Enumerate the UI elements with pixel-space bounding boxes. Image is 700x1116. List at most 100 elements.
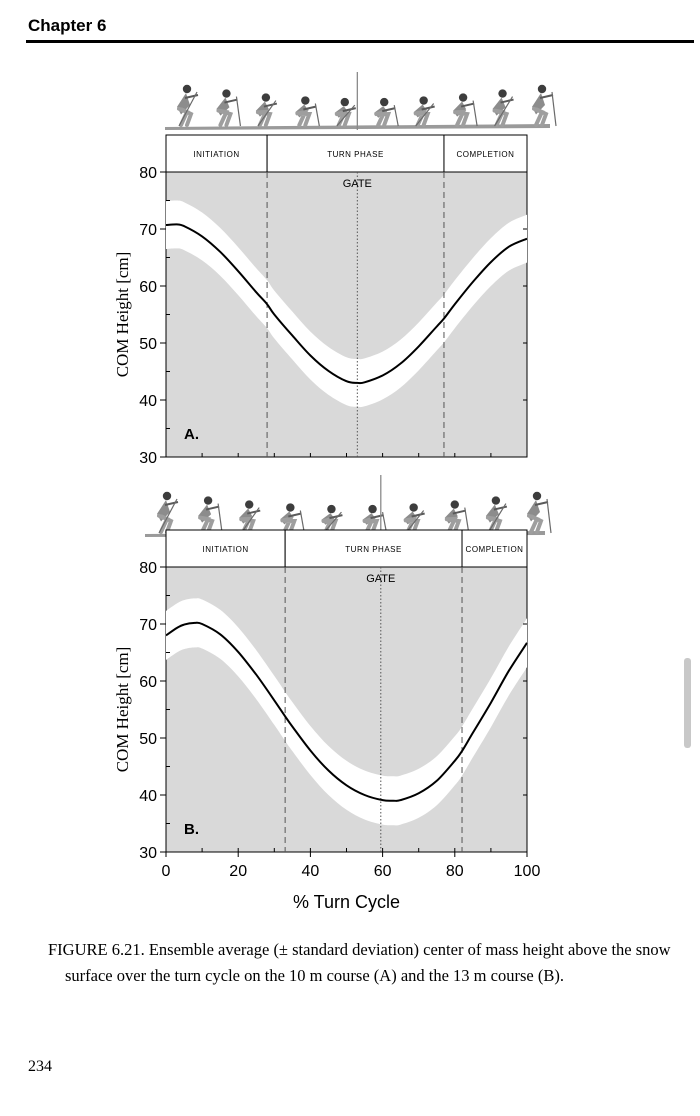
skier-head: [368, 504, 377, 514]
chapter-header: Chapter 6: [28, 16, 107, 35]
skier-legs: [295, 109, 313, 127]
skier-head: [222, 89, 231, 98]
skier-head: [491, 496, 501, 505]
skier-arm: [303, 105, 317, 111]
y-tick-label: 30: [139, 845, 157, 862]
skier-head: [498, 89, 507, 98]
y-tick-label: 60: [139, 279, 157, 296]
mean-line: [165, 223, 528, 385]
x-tick-label: 80: [446, 863, 464, 880]
skier-arm: [205, 505, 220, 511]
y-tick-label: 60: [139, 674, 157, 691]
ski-pole: [336, 104, 356, 127]
skier-arm: [342, 107, 357, 113]
ski-pole: [472, 100, 478, 127]
phase-box: [284, 529, 463, 568]
skier-legs: [532, 106, 549, 127]
skier-legs: [216, 108, 234, 127]
y-tick-label: 40: [139, 788, 157, 805]
skier-head: [286, 503, 295, 512]
phase-label: COMPLETION: [457, 150, 515, 159]
skier-arm: [164, 501, 179, 506]
y-tick-label: 70: [139, 617, 157, 634]
skier-head: [532, 491, 542, 501]
skier-arm: [452, 509, 467, 515]
skier-arm: [246, 509, 261, 515]
x-axis-label: % Turn Cycle: [293, 892, 400, 912]
skier-legs: [198, 515, 215, 534]
skier-arm: [493, 505, 508, 511]
figure-caption: FIGURE 6.21. Ensemble average (± standar…: [48, 940, 671, 985]
skier-legs: [280, 516, 298, 534]
panel-label: A.: [184, 426, 199, 443]
ski-pole: [299, 510, 305, 534]
sd-band: [166, 598, 527, 826]
ski-pole: [314, 103, 320, 127]
skier-head: [380, 97, 389, 107]
panel-label: B.: [184, 821, 199, 838]
x-tick-label: 0: [162, 863, 171, 880]
skier-arm: [263, 102, 278, 108]
ski-pole: [487, 503, 507, 534]
skier-arm: [184, 94, 199, 99]
skier-head: [409, 503, 418, 512]
skier-head: [327, 504, 336, 514]
y-tick-label: 80: [139, 165, 157, 182]
skier-head: [419, 96, 428, 105]
skier-head: [245, 500, 254, 509]
plot-area: [165, 171, 528, 458]
phase-box: [461, 529, 528, 568]
y-axis-label: COM Height [cm]: [113, 252, 132, 378]
skier-legs: [453, 109, 470, 127]
phase-label: TURN PHASE: [327, 150, 384, 159]
y-tick-label: 30: [139, 450, 157, 467]
y-tick-label: 40: [139, 393, 157, 410]
header-rule: [26, 40, 694, 43]
skier-legs: [374, 109, 392, 127]
gate-label: GATE: [343, 178, 372, 190]
ski-pole: [158, 498, 178, 534]
phase-label: TURN PHASE: [345, 545, 402, 554]
y-tick-label: 50: [139, 731, 157, 748]
skier-head: [182, 84, 192, 94]
y-tick-label: 50: [139, 336, 157, 353]
skier-legs: [444, 516, 462, 534]
ski-pole: [494, 96, 514, 127]
skier-arm: [500, 98, 514, 104]
skier-arm: [460, 102, 475, 108]
y-tick-label: 70: [139, 222, 157, 239]
skier-arm: [329, 514, 343, 520]
skier-head: [203, 496, 213, 505]
skier-arm: [381, 107, 396, 113]
skier-arm: [411, 512, 425, 518]
skier-head: [340, 97, 349, 107]
phase-box: [165, 134, 268, 173]
skier-arm: [224, 98, 238, 104]
ski-pole: [178, 91, 198, 127]
x-tick-label: 20: [229, 863, 247, 880]
ski-pole: [240, 507, 260, 534]
phase-box: [266, 134, 445, 173]
skier-head: [458, 93, 468, 102]
skier-head: [450, 500, 459, 509]
ski-pole: [464, 507, 470, 534]
ski-pole: [217, 503, 223, 534]
y-axis-label: COM Height [cm]: [113, 647, 132, 773]
ski-pole: [235, 96, 242, 127]
x-tick-label: 100: [514, 863, 541, 880]
skier-head: [537, 84, 547, 94]
skier-head: [301, 96, 310, 105]
gate-label: GATE: [366, 573, 395, 585]
skier-legs: [362, 516, 380, 534]
ski-pole: [415, 103, 435, 127]
scrollbar-thumb[interactable]: [684, 658, 691, 748]
skier-legs: [527, 513, 544, 534]
phase-label: INITIATION: [202, 545, 248, 554]
x-tick-label: 40: [302, 863, 320, 880]
skier-arm: [534, 501, 549, 506]
ski-pole: [257, 100, 277, 127]
ski-pole: [551, 91, 557, 127]
skier-arm: [421, 105, 435, 111]
mean-line: [165, 621, 528, 802]
phase-label: COMPLETION: [466, 545, 524, 554]
